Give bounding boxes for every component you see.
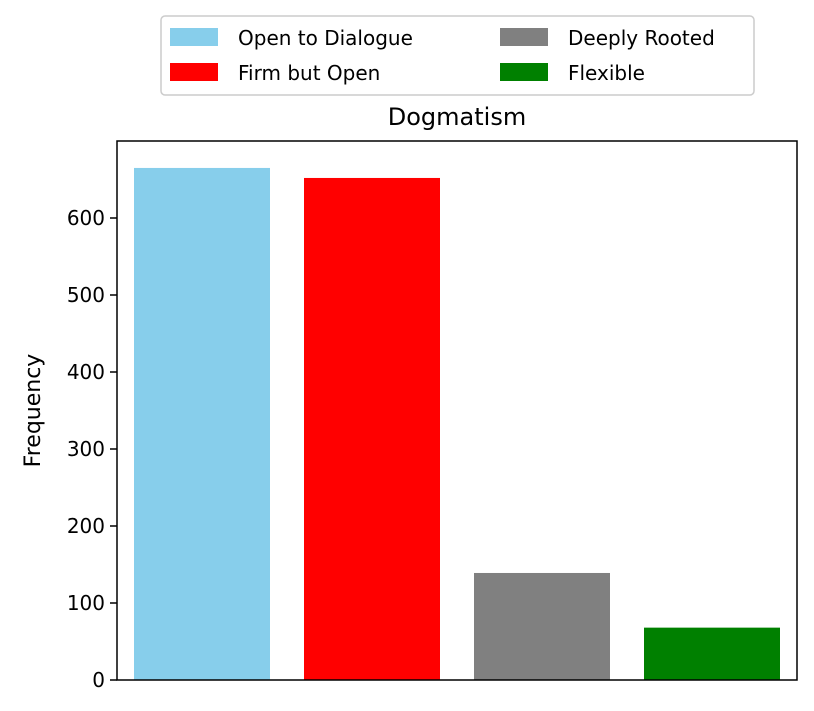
legend-swatch [170, 63, 218, 81]
legend-swatch [500, 28, 548, 46]
legend-label: Open to Dialogue [238, 26, 413, 50]
y-tick-label: 0 [92, 668, 105, 692]
bar-open-to-dialogue [134, 167, 270, 680]
plot-frame [116, 140, 798, 681]
chart-title: Dogmatism [388, 103, 526, 131]
y-tick-label: 300 [67, 437, 105, 461]
legend-label: Firm but Open [238, 61, 380, 85]
legend-swatch [500, 63, 548, 81]
legend-label: Deeply Rooted [568, 26, 715, 50]
y-tick-label: 100 [67, 591, 105, 615]
y-tick-label: 500 [67, 283, 105, 307]
legend: Open to Dialogue Firm but Open Deeply Root… [160, 15, 755, 96]
bar-deeply-rooted [474, 572, 610, 680]
y-axis-ticks: 0 100 200 300 400 500 600 [67, 206, 117, 692]
legend-swatch [170, 28, 218, 46]
bars [134, 167, 780, 680]
legend-label: Flexible [568, 61, 645, 85]
y-tick-label: 400 [67, 360, 105, 384]
y-tick-label: 600 [67, 206, 105, 230]
bar-firm-but-open [304, 177, 440, 680]
y-axis-label: Frequency [21, 354, 46, 468]
bar-flexible [644, 627, 780, 680]
legend-frame [160, 15, 755, 96]
y-tick-label: 200 [67, 514, 105, 538]
